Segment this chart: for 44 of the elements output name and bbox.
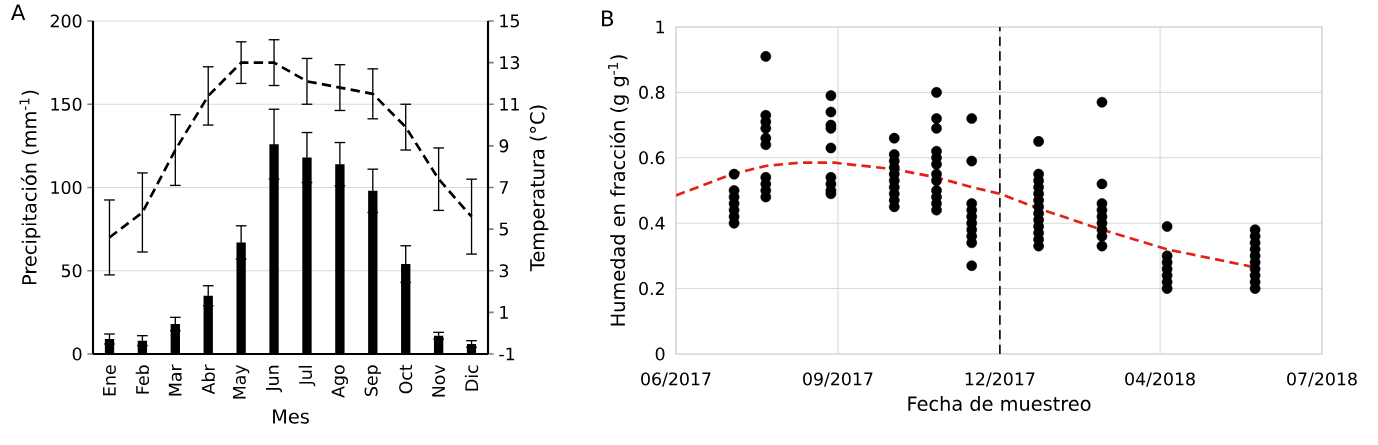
x-tick-label: Ago bbox=[331, 365, 348, 398]
x-tick-label: May bbox=[233, 364, 250, 399]
y2-tick-label: 13 bbox=[500, 56, 520, 70]
y2-tick-label: -1 bbox=[499, 347, 515, 361]
x-tick-label: 07/2018 bbox=[1287, 372, 1357, 387]
x-tick-label: 06/2017 bbox=[641, 372, 711, 387]
y-tick-label: 0.4 bbox=[639, 216, 665, 230]
y2-tick-label: 5 bbox=[499, 222, 508, 236]
y-tick-label: 1 bbox=[656, 20, 665, 34]
x-tick-label: Dic bbox=[464, 365, 479, 391]
y2-tick-label: 1 bbox=[500, 306, 508, 319]
x-tick-label: Jun bbox=[266, 365, 283, 393]
y-tick-label: 0 bbox=[72, 347, 82, 361]
x-axis-title: Fecha de muestreo bbox=[908, 396, 1091, 411]
y-axis-title: Precipitación (mm$^{-1}$) bbox=[19, 90, 41, 285]
x-tick-label: 12/2017 bbox=[965, 372, 1035, 387]
x-tick-label: Sep bbox=[364, 365, 382, 396]
x-tick-label: Jul bbox=[298, 366, 316, 387]
y-tick-label: 200 bbox=[50, 14, 82, 28]
x-tick-label: Feb bbox=[135, 365, 150, 394]
y2-tick-label: 7 bbox=[499, 181, 508, 194]
x-tick-label: 04/2018 bbox=[1125, 372, 1195, 387]
chart-title: A bbox=[10, 4, 26, 20]
y2-tick-label: 3 bbox=[499, 264, 509, 278]
y-tick-label: 100 bbox=[51, 180, 82, 195]
y2-tick-label: 15 bbox=[500, 14, 519, 28]
y-tick-label: 0.8 bbox=[639, 85, 665, 99]
x-tick-label: 09/2017 bbox=[803, 372, 873, 387]
x-tick-label: Mar bbox=[168, 364, 182, 396]
y2-axis-title: Temperatura (°C) bbox=[529, 105, 549, 272]
y-axis-title: Humedad en fracción (g g$^{-1}$) bbox=[608, 55, 629, 326]
y-tick-label: 0 bbox=[655, 347, 665, 361]
x-tick-label: Nov bbox=[432, 364, 446, 397]
x-tick-label: Abr bbox=[201, 364, 215, 395]
chart-title: B bbox=[602, 10, 614, 27]
y-tick-label: 150 bbox=[51, 97, 82, 111]
y-tick-label: 0.6 bbox=[639, 151, 665, 165]
y-tick-label: 0.2 bbox=[639, 282, 664, 296]
y2-tick-label: 9 bbox=[499, 139, 509, 153]
x-axis-title: Mes bbox=[273, 409, 309, 424]
x-tick-label: Ene bbox=[103, 365, 116, 396]
y2-tick-label: 11 bbox=[500, 97, 519, 111]
x-tick-label: Oct bbox=[399, 364, 413, 394]
y-tick-label: 50 bbox=[61, 264, 82, 278]
